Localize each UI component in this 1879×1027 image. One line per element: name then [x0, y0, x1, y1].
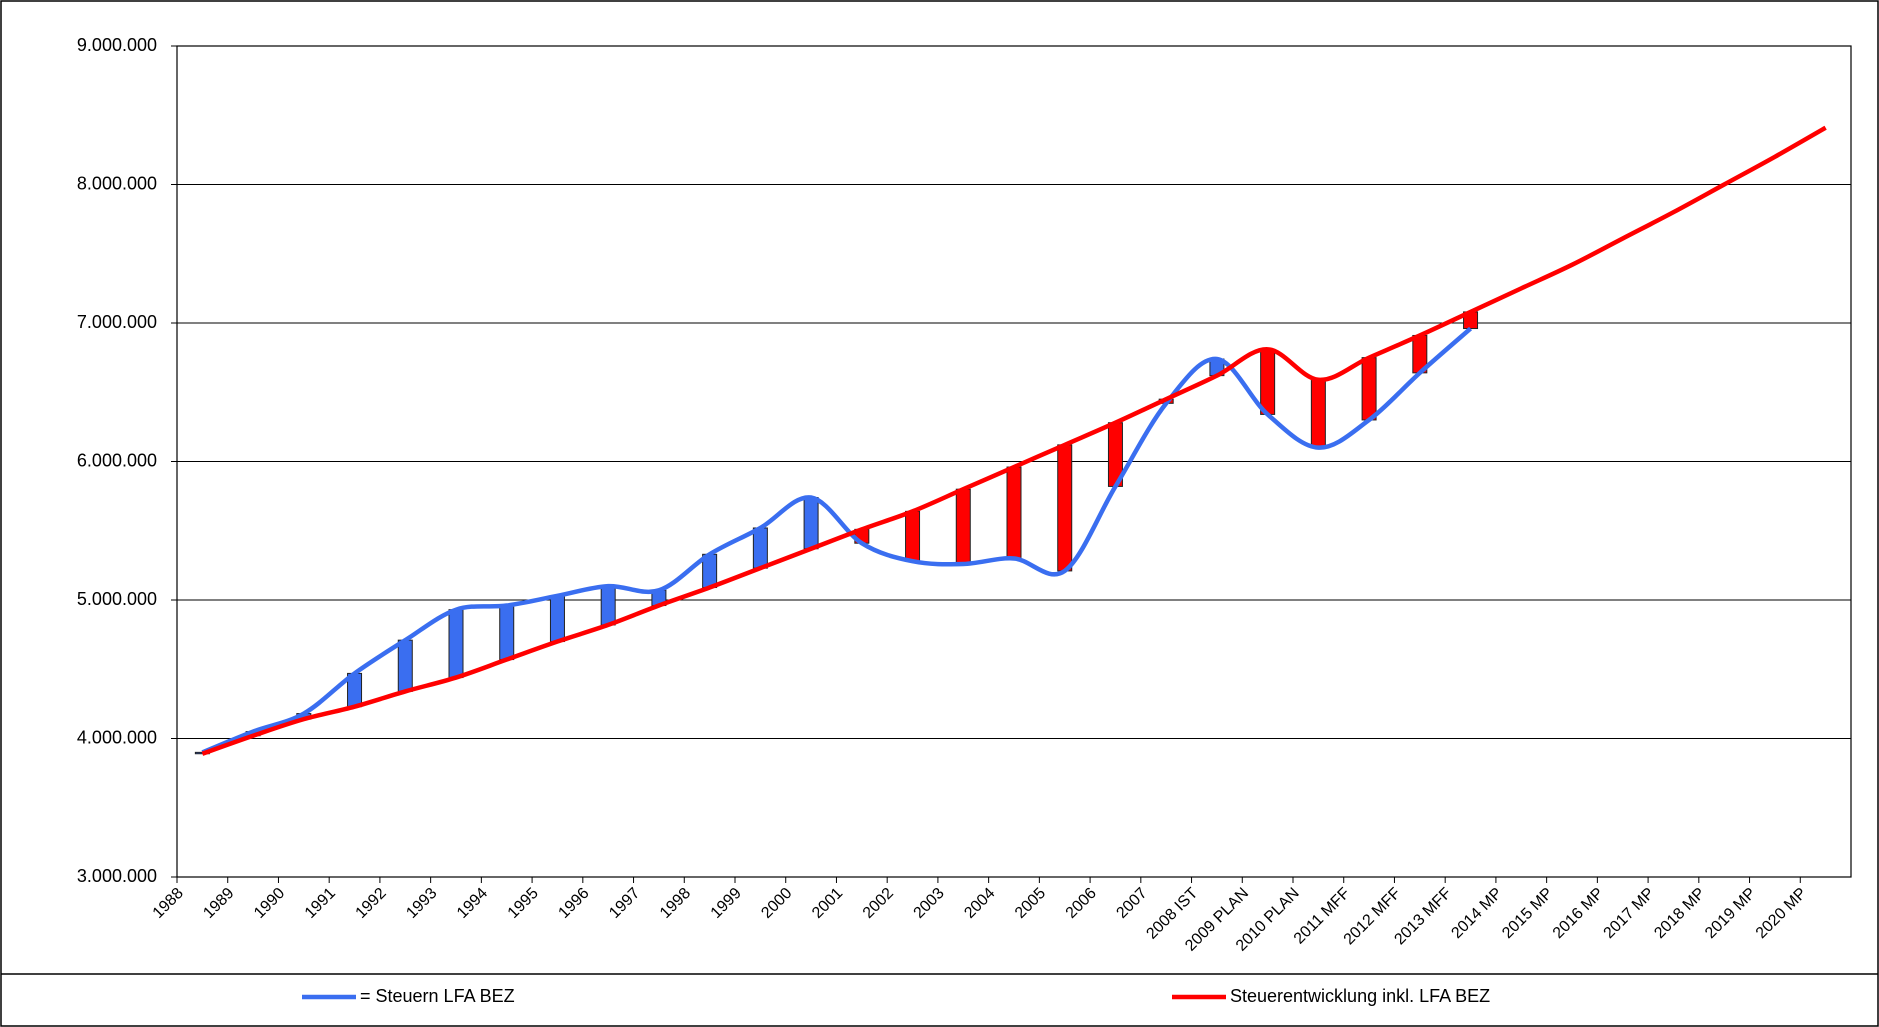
up-down-bar	[549, 595, 565, 643]
plot-area	[176, 45, 1852, 878]
y-tick-label: 7.000.000	[77, 312, 157, 332]
legend-label: Steuerentwicklung inkl. LFA BEZ	[1230, 986, 1490, 1006]
up-down-bar	[1057, 444, 1073, 572]
up-down-bar	[803, 497, 819, 550]
up-down-bar	[955, 488, 971, 565]
up-down-bar	[1260, 348, 1276, 415]
up-down-bar	[600, 585, 616, 626]
up-down-bar	[448, 609, 464, 679]
up-down-bar	[397, 639, 413, 692]
up-down-bar	[905, 510, 921, 562]
up-down-bar	[1361, 357, 1377, 421]
series-line	[201, 125, 1827, 756]
up-down-bar	[1006, 466, 1022, 559]
y-tick-label: 3.000.000	[77, 866, 157, 886]
y-tick-label: 5.000.000	[77, 589, 157, 609]
up-down-bar	[752, 527, 768, 569]
legend-label: = Steuern LFA BEZ	[360, 986, 515, 1006]
y-tick-label: 9.000.000	[77, 35, 157, 55]
up-down-bar	[1310, 379, 1326, 449]
series-line	[201, 326, 1473, 755]
up-down-bar	[499, 605, 515, 661]
y-tick-label: 6.000.000	[77, 450, 157, 470]
y-tick-label: 4.000.000	[77, 727, 157, 747]
y-tick-label: 8.000.000	[77, 173, 157, 193]
